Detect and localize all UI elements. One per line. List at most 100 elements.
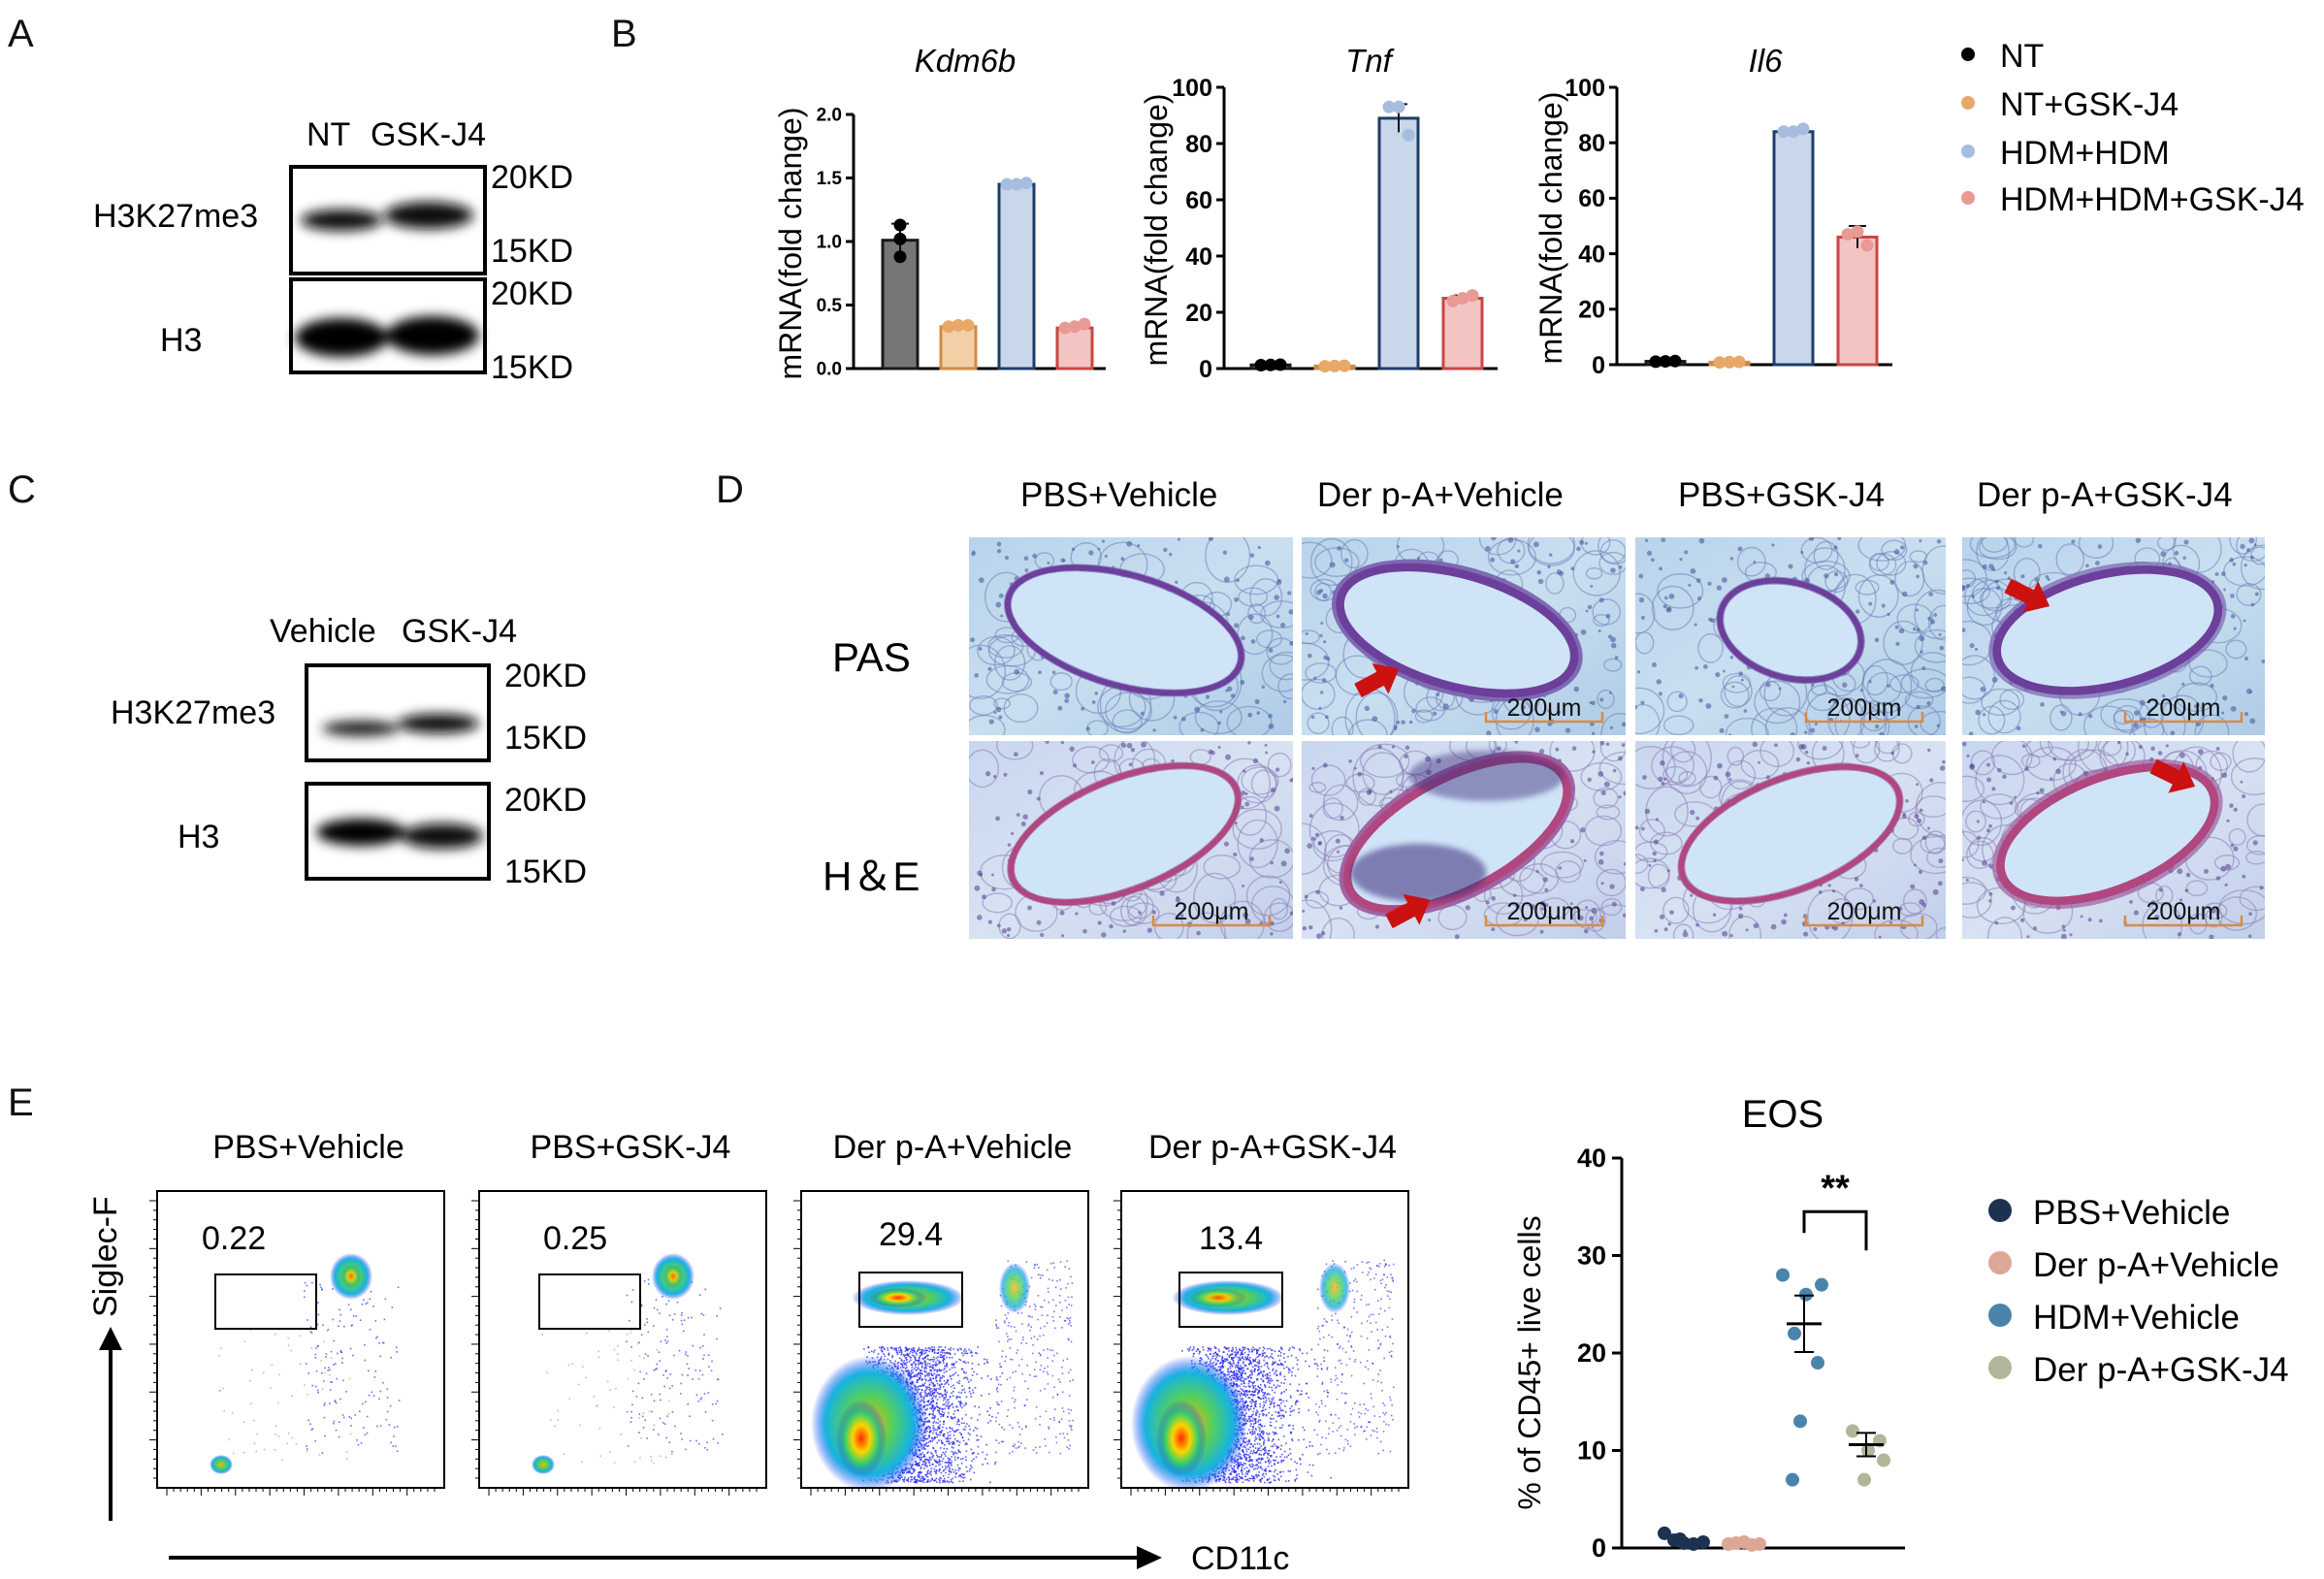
data-point-hdm-hdm — [1392, 100, 1405, 113]
data-point-nt — [893, 250, 907, 264]
eos-point-derp-vehicle — [1753, 1536, 1766, 1551]
data-point-nt-gsk — [1338, 359, 1351, 372]
scale-bar — [1804, 916, 1924, 927]
eos-chart-tick-label: 20 — [1577, 1338, 1606, 1368]
scale-bar — [1151, 916, 1272, 927]
legend-marker-hdm-hdm — [1961, 145, 1975, 158]
blot-a-col-label-nt: NT — [307, 116, 350, 153]
eos-chart-tick-label: 10 — [1577, 1436, 1606, 1466]
data-point-hdm-hdm-gsk — [1456, 292, 1469, 305]
panel-d-histology: PBS+Vehicle Der p-A+Vehicle PBS+GSK-J4 D… — [823, 476, 2265, 939]
flow-gate-value: 0.25 — [543, 1220, 607, 1257]
eos-point-hdm-vehicle — [1811, 1356, 1824, 1370]
bar-hdm-hdm — [997, 182, 1036, 371]
histo-col-label-pbs-gsk: PBS+GSK-J4 — [1678, 476, 1885, 514]
bar-chart-tick-label: 0 — [1199, 356, 1212, 383]
blot-c-col-label-gsk: GSK-J4 — [402, 613, 517, 650]
flow-plot-3: Der p-A+Vehicle 29.4 — [793, 1129, 1089, 1496]
data-point-nt — [1254, 359, 1268, 372]
flow-gate — [214, 1273, 317, 1330]
bar-chart-tick-label: 1.5 — [817, 169, 843, 189]
eos-chart-tick-label: 0 — [1592, 1533, 1606, 1563]
panel-c-western-blot: Vehicle GSK-J4 H3K27me3 H3 20KD 15KD 20K… — [111, 613, 587, 890]
legend-marker-derp-vehicle — [1988, 1251, 2012, 1274]
blot-c-row-label-h3: H3 — [178, 819, 219, 855]
flow-gate-value: 13.4 — [1199, 1220, 1263, 1257]
eos-point-hdm-vehicle — [1786, 1472, 1799, 1487]
data-point-nt-gsk — [961, 318, 975, 332]
data-point-nt — [1274, 358, 1287, 371]
bar-chart-title: Tnf — [1345, 43, 1396, 79]
eos-point-pbs-vehicle — [1696, 1534, 1710, 1549]
scale-bar-label: 200μm — [1175, 898, 1249, 925]
blot-a-band-h3k27me3-lane2 — [384, 202, 473, 229]
legend-marker-hdm-vehicle — [1988, 1304, 2012, 1327]
flow-gate-value: 29.4 — [879, 1216, 943, 1253]
blot-c-mw-20kd-bottom: 20KD — [504, 782, 587, 819]
data-point-nt — [893, 218, 907, 232]
arrow-icon — [1354, 662, 1400, 698]
bar-chart-tick-label: 40 — [1578, 241, 1605, 268]
scale-bar — [1804, 712, 1924, 724]
arrow-icon — [2149, 758, 2196, 793]
flow-y-axis-label: Siglec-F — [87, 1196, 124, 1317]
flow-plot-frame — [478, 1190, 767, 1489]
blot-a-mw-20kd-bottom: 20KD — [491, 275, 573, 312]
legend-marker-derp-gsk — [1988, 1356, 2012, 1379]
histology-image-r1-c4: 200μm — [1962, 537, 2265, 735]
bar-hdm-hdm — [1772, 130, 1815, 367]
panel-letter-b: B — [611, 13, 637, 55]
flow-plot-4: Der p-A+GSK-J4 13.4 — [1114, 1129, 1409, 1496]
panel-e-flow-cytometry: Siglec-F CD11c PBS+Vehicle 0.22 PBS+GSK-J4… — [87, 1129, 1409, 1577]
flow-plot-1: PBS+Vehicle 0.22 — [149, 1129, 445, 1496]
blot-c-mw-20kd-top: 20KD — [504, 658, 587, 694]
blot-a-row-label-h3k27me3: H3K27me3 — [93, 198, 258, 235]
data-point-nt — [1668, 354, 1682, 368]
arrow-icon — [1385, 893, 1431, 929]
data-point-hdm-hdm — [1010, 177, 1023, 191]
scale-bar — [1484, 712, 1604, 724]
histo-row-label-pas: PAS — [832, 634, 911, 680]
data-point-nt-gsk — [1723, 355, 1736, 369]
bar-chart-tick-label: 80 — [1185, 131, 1212, 158]
blot-c-band-h3k27me3-lane2 — [398, 714, 479, 733]
histology-image-r2-c2: 200μm — [1302, 741, 1626, 939]
bar-chart-tick-label: 20 — [1578, 297, 1605, 324]
blot-c-mw-15kd-top: 15KD — [504, 720, 587, 757]
bar-chart-tick-label: 0.0 — [817, 360, 842, 380]
scale-bar-label: 200μm — [1507, 898, 1582, 925]
blot-a-row-label-h3: H3 — [160, 322, 202, 359]
blot-c-band-h3-lane1 — [316, 819, 405, 846]
blot-a-band-h3-lane1 — [295, 318, 388, 357]
histology-image-r2-c1: 200μm — [969, 741, 1293, 939]
data-point-nt — [1659, 355, 1672, 369]
data-point-nt-gsk — [1732, 355, 1746, 369]
eos-point-derp-gsk — [1877, 1453, 1890, 1467]
panel-letter-d: D — [716, 468, 744, 511]
bar-chart-tick-label: 60 — [1578, 185, 1605, 212]
flow-gate — [858, 1272, 963, 1328]
panel-letter-a: A — [8, 13, 34, 55]
blot-c-membrane-h3k27me3 — [305, 663, 491, 762]
eos-point-hdm-vehicle — [1793, 1414, 1807, 1429]
blot-a-mw-15kd-bottom: 15KD — [491, 349, 573, 386]
legend-label-hdm-vehicle: HDM+Vehicle — [2033, 1299, 2240, 1337]
bar-nt-gsk — [939, 325, 978, 371]
legend-marker-hdm-hdm-gsk — [1961, 191, 1975, 205]
bar-chart-tick-label: 60 — [1185, 187, 1212, 214]
significance-label: ** — [1821, 1168, 1850, 1208]
bar-chart-tick-label: 2.0 — [817, 106, 842, 126]
data-point-hdm-hdm — [1000, 177, 1014, 191]
eos-chart-ylabel: % of CD45+ live cells — [1512, 1215, 1547, 1509]
flow-plot-title: PBS+GSK-J4 — [531, 1129, 731, 1166]
bar-chart-tick-label: 0.5 — [817, 296, 843, 316]
data-point-nt — [893, 232, 907, 245]
data-point-nt — [1264, 358, 1277, 371]
blot-a-band-h3k27me3-lane1 — [301, 209, 382, 231]
data-point-hdm-hdm — [1777, 125, 1791, 139]
flow-plot-title: Der p-A+Vehicle — [833, 1129, 1073, 1166]
bar-hdm-hdm — [1377, 116, 1420, 371]
scale-bar — [2123, 916, 2243, 927]
panel-letter-c: C — [8, 468, 36, 511]
legend-label-derp-vehicle: Der p-A+Vehicle — [2033, 1246, 2279, 1284]
